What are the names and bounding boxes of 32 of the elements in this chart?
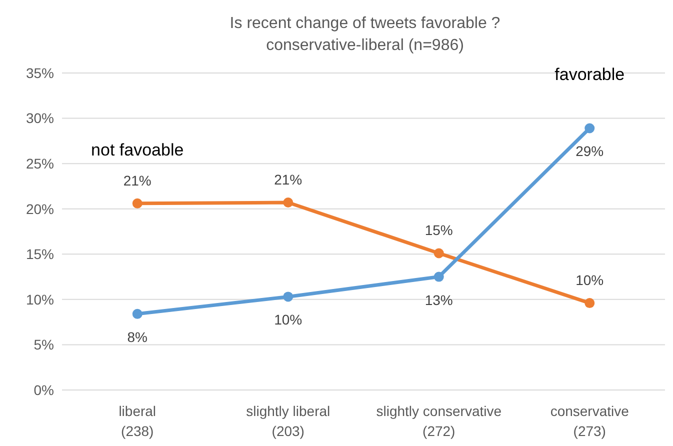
chart-subtitle: conservative-liberal (n=986) bbox=[266, 37, 464, 54]
point bbox=[283, 292, 294, 302]
x-tick-label: conservative (273) bbox=[550, 403, 630, 439]
data-label: 15% bbox=[424, 222, 453, 238]
data-label: 21% bbox=[274, 172, 302, 188]
y-tick-label: 30% bbox=[26, 110, 54, 126]
x-tick-label: slightly liberal (203) bbox=[246, 403, 330, 439]
point bbox=[434, 272, 444, 282]
data-label: 10% bbox=[274, 312, 302, 328]
x-tick-label: liberal (238) bbox=[118, 403, 156, 439]
data-label: 10% bbox=[576, 272, 604, 288]
point bbox=[283, 198, 294, 208]
point bbox=[584, 123, 595, 134]
data-label: 29% bbox=[576, 143, 604, 160]
data-label: 21% bbox=[123, 172, 152, 188]
y-tick-label: 0% bbox=[34, 382, 54, 398]
y-tick-label: 25% bbox=[26, 155, 54, 172]
text: not favoable bbox=[91, 140, 184, 160]
point bbox=[584, 298, 595, 308]
y-tick-label: 20% bbox=[26, 200, 54, 217]
text: favorable bbox=[554, 65, 625, 84]
x-tick-label: slightly conservative (272) bbox=[376, 403, 502, 439]
data-label: 13% bbox=[424, 292, 453, 308]
y-tick-label: 35% bbox=[26, 64, 54, 81]
point bbox=[132, 308, 142, 319]
point bbox=[434, 248, 444, 258]
data-label: 8% bbox=[127, 328, 148, 345]
point bbox=[132, 198, 142, 208]
y-tick-label: 15% bbox=[26, 246, 54, 262]
y-tick-label: 10% bbox=[26, 291, 54, 308]
chart-title: Is recent change of tweets favorable ? bbox=[230, 15, 500, 32]
y-tick-label: 5% bbox=[34, 336, 54, 353]
